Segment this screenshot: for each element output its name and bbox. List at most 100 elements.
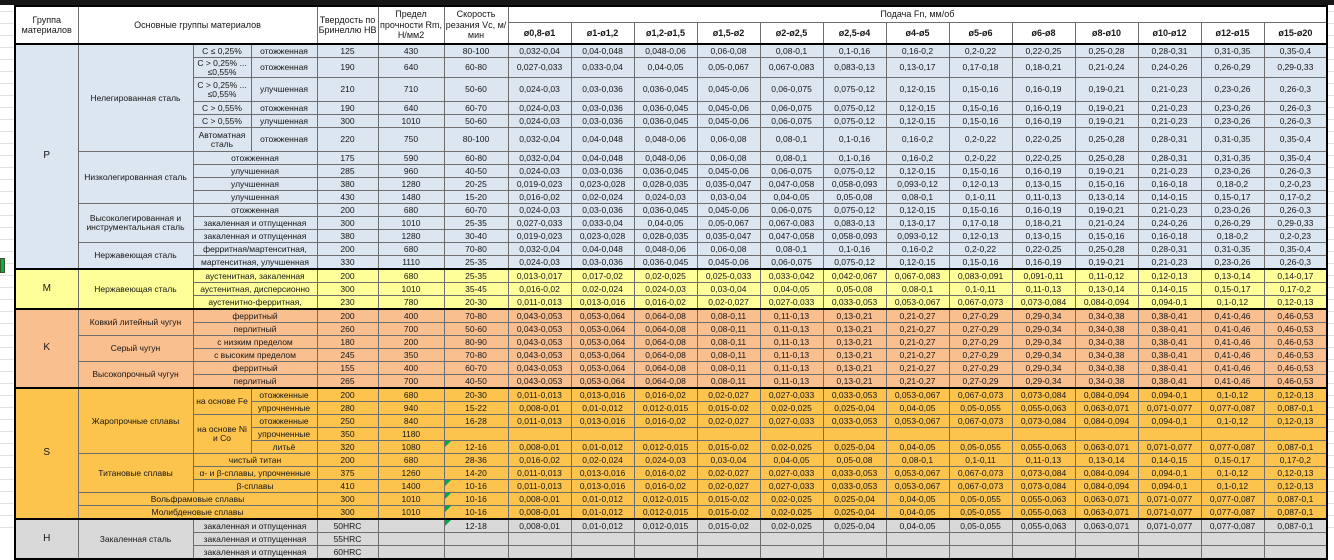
feed-cell[interactable]: 0,2-0,22 — [948, 242, 1013, 256]
strength-cell[interactable]: 430 — [377, 43, 445, 58]
feed-cell[interactable]: 0,024-0,03 — [507, 255, 572, 270]
feed-cell[interactable]: 0,18-0,21 — [1011, 57, 1076, 78]
feed-cell[interactable]: 0,093-0,12 — [885, 177, 950, 191]
feed-cell[interactable]: 0,12-0,15 — [885, 203, 950, 217]
feed-cell[interactable]: 0,053-0,064 — [570, 308, 635, 323]
feed-cell[interactable]: 0,008-0,01 — [507, 505, 572, 520]
feed-cell[interactable]: 0,08-0,11 — [696, 348, 761, 362]
feed-cell[interactable] — [1011, 545, 1076, 560]
feed-cell[interactable]: 0,013-0,016 — [570, 414, 635, 428]
speed-cell[interactable]: 40-50 — [443, 164, 509, 178]
speed-cell[interactable]: 20-25 — [443, 177, 509, 191]
feed-cell[interactable]: 0,063-0,071 — [1074, 401, 1139, 415]
feed-cell[interactable]: 0,045-0,06 — [696, 114, 761, 128]
feed-cell[interactable] — [948, 545, 1013, 560]
strength-cell[interactable]: 400 — [377, 308, 445, 323]
feed-cell[interactable]: 0,019-0,023 — [507, 177, 572, 191]
feed-cell[interactable]: 0,053-0,064 — [570, 348, 635, 362]
speed-cell[interactable]: 60-80 — [443, 151, 509, 165]
feed-cell[interactable]: 0,015-0,02 — [696, 492, 761, 506]
feed-cell[interactable]: 0,016-0,02 — [507, 282, 572, 296]
feed-cell[interactable] — [570, 427, 635, 441]
speed-cell[interactable]: 40-50 — [443, 374, 509, 389]
feed-cell[interactable]: 0,06-0,08 — [696, 127, 761, 152]
feed-cell[interactable]: 0,12-0,15 — [885, 77, 950, 102]
treatment-cell[interactable]: с низким пределом — [192, 335, 318, 349]
feed-cell[interactable]: 0,011-0,013 — [507, 479, 572, 493]
feed-cell[interactable]: 0,084-0,094 — [1074, 295, 1139, 310]
subtype-cell[interactable]: C > 0,55% — [192, 114, 252, 128]
feed-cell[interactable]: 0,027-0,033 — [759, 387, 824, 402]
feed-cell[interactable]: 0,16-0,19 — [1011, 255, 1076, 270]
feed-cell[interactable]: 0,013-0,016 — [570, 387, 635, 402]
feed-cell[interactable]: 0,063-0,071 — [1074, 505, 1139, 520]
feed-cell[interactable]: 0,17-0,18 — [948, 57, 1013, 78]
feed-cell[interactable]: 0,19-0,21 — [1074, 203, 1139, 217]
header-diameter-range[interactable]: ø15-ø20 — [1263, 22, 1328, 45]
feed-cell[interactable]: 0,04-0,048 — [570, 43, 635, 58]
material-cell[interactable]: Нержавеющая сталь — [77, 242, 194, 270]
feed-cell[interactable]: 0,1-0,16 — [822, 242, 887, 256]
feed-cell[interactable]: 0,027-0,033 — [507, 57, 572, 78]
feed-cell[interactable]: 0,06-0,08 — [696, 151, 761, 165]
feed-cell[interactable]: 0,11-0,13 — [759, 361, 824, 375]
feed-cell[interactable]: 0,077-0,087 — [1200, 440, 1265, 454]
feed-cell[interactable]: 0,22-0,25 — [1011, 127, 1076, 152]
feed-cell[interactable]: 0,058-0,093 — [822, 177, 887, 191]
hardness-cell[interactable]: 245 — [316, 348, 379, 362]
feed-cell[interactable]: 0,032-0,04 — [507, 151, 572, 165]
feed-cell[interactable] — [1137, 427, 1202, 441]
feed-cell[interactable]: 0,21-0,23 — [1137, 101, 1202, 115]
feed-cell[interactable]: 0,15-0,17 — [1200, 453, 1265, 467]
treatment-cell[interactable]: чистый титан — [192, 453, 318, 467]
feed-cell[interactable]: 0,04-0,05 — [759, 282, 824, 296]
feed-cell[interactable]: 0,03-0,04 — [696, 453, 761, 467]
feed-cell[interactable]: 0,016-0,02 — [633, 387, 698, 402]
subtype-cell[interactable]: C > 0,55% — [192, 101, 252, 115]
hardness-cell[interactable]: 300 — [316, 114, 379, 128]
feed-cell[interactable]: 0,012-0,015 — [633, 492, 698, 506]
material-cell[interactable]: Жаропрочные сплавы — [77, 387, 194, 454]
hardness-cell[interactable]: 230 — [316, 295, 379, 310]
treatment-cell[interactable]: упрочненные — [250, 401, 318, 415]
feed-cell[interactable]: 0,41-0,46 — [1200, 374, 1265, 389]
feed-cell[interactable]: 0,27-0,29 — [948, 322, 1013, 336]
feed-cell[interactable]: 0,036-0,045 — [633, 203, 698, 217]
strength-cell[interactable]: 1010 — [377, 282, 445, 296]
feed-cell[interactable]: 0,1-0,12 — [1200, 414, 1265, 428]
feed-cell[interactable]: 0,024-0,03 — [507, 164, 572, 178]
feed-cell[interactable]: 0,032-0,04 — [507, 242, 572, 256]
feed-cell[interactable]: 0,02-0,027 — [696, 466, 761, 480]
feed-cell[interactable]: 0,01-0,012 — [570, 505, 635, 520]
feed-cell[interactable] — [822, 545, 887, 560]
hardness-cell[interactable]: 265 — [316, 374, 379, 389]
hardness-cell[interactable]: 300 — [316, 282, 379, 296]
feed-cell[interactable]: 0,055-0,063 — [1011, 505, 1076, 520]
feed-cell[interactable]: 0,043-0,053 — [507, 374, 572, 389]
feed-cell[interactable]: 0,08-0,1 — [759, 151, 824, 165]
feed-cell[interactable]: 0,055-0,063 — [1011, 440, 1076, 454]
treatment-cell[interactable]: улучшенная — [192, 190, 318, 204]
feed-cell[interactable]: 0,11-0,13 — [1011, 282, 1076, 296]
feed-cell[interactable]: 0,067-0,073 — [948, 466, 1013, 480]
feed-cell[interactable]: 0,036-0,045 — [633, 101, 698, 115]
strength-cell[interactable]: 700 — [377, 374, 445, 389]
feed-cell[interactable]: 0,016-0,02 — [507, 453, 572, 467]
hardness-cell[interactable]: 430 — [316, 190, 379, 204]
feed-cell[interactable]: 0,34-0,38 — [1074, 361, 1139, 375]
feed-cell[interactable]: 0,084-0,094 — [1074, 479, 1139, 493]
feed-cell[interactable]: 0,075-0,12 — [822, 77, 887, 102]
feed-cell[interactable]: 0,14-0,15 — [1137, 453, 1202, 467]
feed-cell[interactable]: 0,036-0,045 — [633, 114, 698, 128]
feed-cell[interactable]: 0,016-0,02 — [633, 479, 698, 493]
feed-cell[interactable]: 0,29-0,33 — [1263, 57, 1328, 78]
feed-cell[interactable]: 0,063-0,071 — [1074, 440, 1139, 454]
strength-cell[interactable]: 200 — [377, 335, 445, 349]
feed-cell[interactable]: 0,38-0,41 — [1137, 335, 1202, 349]
feed-cell[interactable] — [759, 532, 824, 546]
feed-cell[interactable]: 0,033-0,053 — [822, 387, 887, 402]
header-material-group[interactable]: Группа материалов — [14, 5, 79, 45]
feed-cell[interactable]: 0,015-0,02 — [696, 440, 761, 454]
feed-cell[interactable]: 0,14-0,15 — [1137, 282, 1202, 296]
feed-cell[interactable]: 0,23-0,26 — [1200, 101, 1265, 115]
